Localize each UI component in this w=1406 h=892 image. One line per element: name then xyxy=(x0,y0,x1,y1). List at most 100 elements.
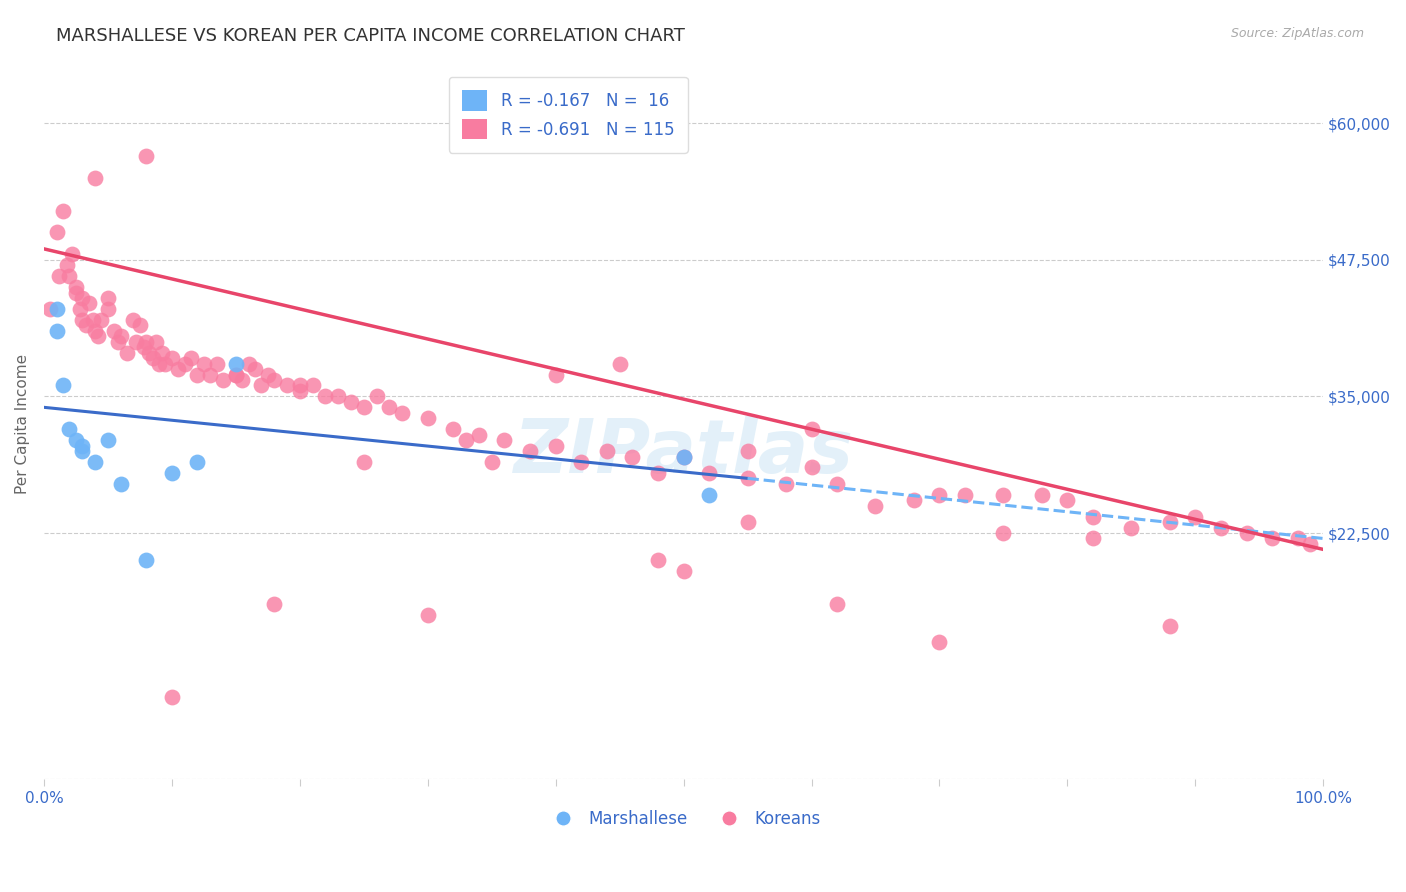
Point xyxy=(97,301,120,316)
Point xyxy=(737,515,759,529)
Point xyxy=(928,488,950,502)
Point xyxy=(993,526,1015,541)
Point xyxy=(1081,509,1104,524)
Point xyxy=(481,455,503,469)
Point xyxy=(519,444,541,458)
Point xyxy=(110,329,132,343)
Legend: Marshallese, Koreans: Marshallese, Koreans xyxy=(540,803,827,835)
Point xyxy=(672,450,695,464)
Point xyxy=(84,170,107,185)
Point xyxy=(58,422,80,436)
Point xyxy=(150,345,173,359)
Point xyxy=(231,373,253,387)
Point xyxy=(1184,509,1206,524)
Point xyxy=(328,389,350,403)
Point xyxy=(263,597,285,611)
Point xyxy=(72,439,94,453)
Point xyxy=(1159,515,1181,529)
Point xyxy=(110,476,132,491)
Point xyxy=(569,455,592,469)
Point xyxy=(160,466,183,480)
Point xyxy=(65,280,87,294)
Point xyxy=(107,334,129,349)
Point xyxy=(132,340,155,354)
Point xyxy=(250,378,273,392)
Point xyxy=(314,389,336,403)
Point xyxy=(186,455,208,469)
Point xyxy=(340,395,363,409)
Point xyxy=(142,351,165,366)
Point xyxy=(125,334,148,349)
Point xyxy=(609,357,631,371)
Point xyxy=(256,368,278,382)
Point xyxy=(737,444,759,458)
Point xyxy=(72,291,94,305)
Point xyxy=(800,422,823,436)
Point xyxy=(672,450,695,464)
Point xyxy=(72,444,94,458)
Point xyxy=(441,422,464,436)
Point xyxy=(212,373,235,387)
Text: MARSHALLESE VS KOREAN PER CAPITA INCOME CORRELATION CHART: MARSHALLESE VS KOREAN PER CAPITA INCOME … xyxy=(56,27,685,45)
Point xyxy=(128,318,150,333)
Point xyxy=(263,373,285,387)
Point xyxy=(391,406,413,420)
Point xyxy=(737,471,759,485)
Point xyxy=(225,368,247,382)
Point xyxy=(52,203,75,218)
Point xyxy=(800,460,823,475)
Point xyxy=(825,476,848,491)
Point xyxy=(238,357,260,371)
Point xyxy=(1236,526,1258,541)
Text: Source: ZipAtlas.com: Source: ZipAtlas.com xyxy=(1230,27,1364,40)
Point xyxy=(865,499,887,513)
Point xyxy=(45,226,67,240)
Point xyxy=(103,324,125,338)
Point xyxy=(135,553,157,567)
Point xyxy=(378,401,401,415)
Point xyxy=(60,247,83,261)
Point xyxy=(173,357,195,371)
Point xyxy=(621,450,644,464)
Point xyxy=(86,329,108,343)
Point xyxy=(52,378,75,392)
Point xyxy=(97,291,120,305)
Point xyxy=(243,362,266,376)
Point xyxy=(65,285,87,300)
Point xyxy=(193,357,215,371)
Point xyxy=(138,345,160,359)
Point xyxy=(122,313,145,327)
Point xyxy=(160,690,183,704)
Point xyxy=(45,324,67,338)
Point xyxy=(225,368,247,382)
Point xyxy=(903,493,925,508)
Point xyxy=(276,378,298,392)
Point xyxy=(353,401,375,415)
Point xyxy=(115,345,138,359)
Point xyxy=(672,564,695,578)
Point xyxy=(75,318,97,333)
Point xyxy=(825,597,848,611)
Point xyxy=(65,433,87,447)
Point xyxy=(1121,520,1143,534)
Point xyxy=(353,455,375,469)
Point xyxy=(1056,493,1078,508)
Point xyxy=(205,357,228,371)
Point xyxy=(84,455,107,469)
Point xyxy=(97,433,120,447)
Point xyxy=(288,384,311,398)
Y-axis label: Per Capita Income: Per Capita Income xyxy=(15,353,30,494)
Point xyxy=(775,476,797,491)
Point xyxy=(928,635,950,649)
Point xyxy=(596,444,619,458)
Point xyxy=(953,488,976,502)
Point xyxy=(72,313,94,327)
Point xyxy=(45,301,67,316)
Point xyxy=(186,368,208,382)
Point xyxy=(48,269,70,284)
Point xyxy=(69,301,91,316)
Point xyxy=(697,488,720,502)
Point xyxy=(145,334,167,349)
Point xyxy=(366,389,388,403)
Point xyxy=(135,149,157,163)
